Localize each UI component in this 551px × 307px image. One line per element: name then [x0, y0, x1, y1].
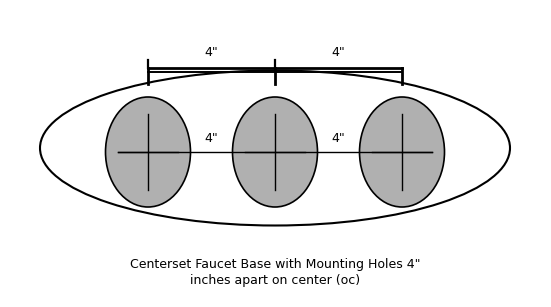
Text: inches apart on center (oc): inches apart on center (oc) — [190, 274, 360, 287]
Ellipse shape — [105, 97, 191, 207]
Text: Centerset Faucet Base with Mounting Holes 4": Centerset Faucet Base with Mounting Hole… — [129, 258, 420, 271]
Text: 4": 4" — [204, 45, 218, 59]
Text: 4": 4" — [204, 131, 218, 145]
Text: 4": 4" — [331, 45, 345, 59]
Ellipse shape — [40, 71, 510, 226]
Ellipse shape — [233, 97, 317, 207]
Text: 4": 4" — [331, 131, 345, 145]
Ellipse shape — [359, 97, 445, 207]
